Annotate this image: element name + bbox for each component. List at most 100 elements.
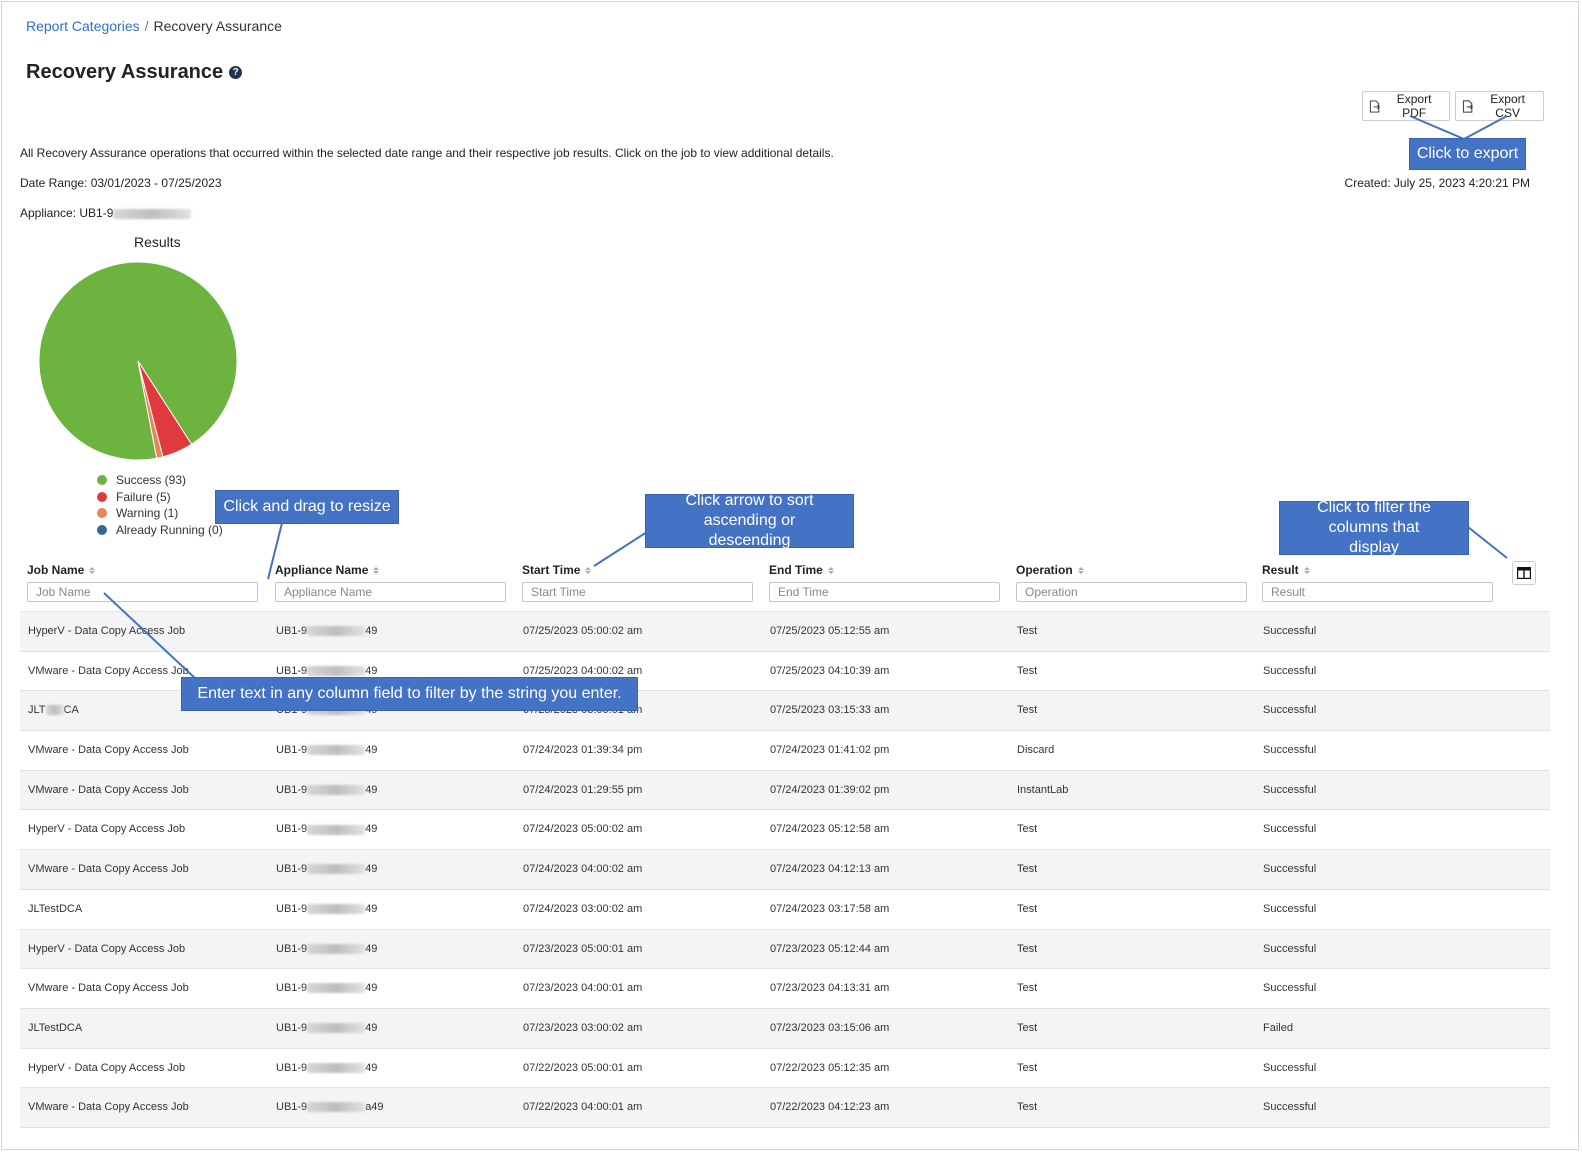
pie-slice-warning[interactable] xyxy=(137,360,164,459)
redacted-text xyxy=(45,705,64,716)
table-row[interactable]: VMware - Data Copy Access Job UB1-9 49 07/2… xyxy=(20,770,1550,811)
column-label[interactable]: Appliance Name xyxy=(275,562,506,578)
sort-icon[interactable] xyxy=(89,566,96,574)
cell-end-time: 07/23/2023 04:13:31 am xyxy=(770,982,890,995)
sort-icon[interactable] xyxy=(373,566,380,574)
file-export-icon xyxy=(1462,99,1473,113)
legend-item[interactable]: Warning (1) xyxy=(97,505,223,522)
cell-operation: Test xyxy=(1017,863,1038,876)
column-label[interactable]: End Time xyxy=(769,562,1000,578)
sort-icon[interactable] xyxy=(827,566,834,574)
redacted-text xyxy=(307,1102,366,1113)
cell-result: Successful xyxy=(1263,625,1317,637)
filter-input-operation[interactable] xyxy=(1016,582,1247,602)
sort-icon[interactable] xyxy=(1303,566,1310,574)
column-label-text: Appliance Name xyxy=(275,563,369,577)
breadcrumb-report-categories[interactable]: Report Categories xyxy=(26,18,140,34)
column-label-text: Job Name xyxy=(27,563,85,577)
breadcrumb-current: Recovery Assurance xyxy=(153,18,282,34)
cell-job-name: VMware - Data Copy Access Job xyxy=(28,863,189,876)
table-row[interactable]: HyperV - Data Copy Access Job UB1-9 49 07/2… xyxy=(20,612,1550,652)
column-label[interactable]: Operation xyxy=(1016,562,1247,578)
column-label-text: Operation xyxy=(1016,563,1073,577)
callout-resize: Click and drag to resize xyxy=(215,490,399,524)
cell-operation: Test xyxy=(1017,942,1038,955)
cell-operation: Discard xyxy=(1017,744,1055,757)
cell-result: Successful xyxy=(1263,704,1317,717)
sort-icon[interactable] xyxy=(1077,566,1084,574)
cell-appliance-name: UB1-9 a49 xyxy=(276,1101,384,1114)
export-pdf-button[interactable]: Export PDF xyxy=(1362,91,1450,121)
cell-start-time: 07/24/2023 04:00:02 am xyxy=(523,863,643,876)
export-pdf-label: Export PDF xyxy=(1396,92,1432,120)
callout-export: Click to export xyxy=(1409,138,1526,170)
export-csv-button[interactable]: Export CSV xyxy=(1455,91,1544,121)
cell-result: Successful xyxy=(1263,863,1317,876)
column-header-start-time: Start Time xyxy=(522,562,753,602)
cell-end-time: 07/24/2023 01:41:02 pm xyxy=(770,744,890,757)
column-label-text: Result xyxy=(1262,563,1299,577)
redacted-text xyxy=(307,864,366,875)
table-row[interactable]: VMware - Data Copy Access Job UB1-9 a49 07/… xyxy=(20,1088,1550,1128)
legend-item[interactable]: Already Running (0) xyxy=(97,522,223,539)
filter-input-end-time[interactable] xyxy=(769,582,1000,602)
column-header-operation: Operation xyxy=(1016,562,1247,602)
column-label[interactable]: Result xyxy=(1262,562,1493,578)
column-label[interactable]: Start Time xyxy=(522,562,753,578)
filter-input-job-name[interactable] xyxy=(27,582,258,602)
sort-icon[interactable] xyxy=(585,566,592,574)
cell-job-name: HyperV - Data Copy Access Job xyxy=(28,942,186,955)
legend-item[interactable]: Success (93) xyxy=(97,472,223,489)
column-toggle-button[interactable] xyxy=(1512,561,1536,585)
cell-start-time: 07/24/2023 01:39:34 pm xyxy=(523,744,643,757)
callout-sort: Click arrow to sort ascending or descend… xyxy=(645,492,854,549)
cell-end-time: 07/22/2023 05:12:35 am xyxy=(770,1061,890,1074)
redacted-text xyxy=(307,1022,366,1033)
cell-end-time: 07/24/2023 03:17:58 am xyxy=(770,902,890,915)
redacted-text xyxy=(307,745,366,756)
table-row[interactable]: HyperV - Data Copy Access Job UB1-9 49 07/2… xyxy=(20,810,1550,851)
cell-end-time: 07/23/2023 03:15:06 am xyxy=(770,1021,890,1034)
legend-dot xyxy=(97,524,107,535)
filter-input-start-time[interactable] xyxy=(522,582,753,602)
filter-input-result[interactable] xyxy=(1262,582,1493,602)
page-title-text: Recovery Assurance xyxy=(26,61,224,83)
column-label[interactable]: Job Name xyxy=(27,562,258,578)
cell-result: Successful xyxy=(1263,1061,1317,1074)
callout-columns: Click to filter the columns that display xyxy=(1279,499,1469,556)
legend-label: Already Running (0) xyxy=(116,522,223,537)
page-title: Recovery Assurance ? xyxy=(26,61,243,84)
table-row[interactable]: HyperV - Data Copy Access Job UB1-9 49 07/2… xyxy=(20,929,1550,970)
chart-title: Results xyxy=(134,234,181,250)
legend-dot xyxy=(97,475,107,486)
report-description: All Recovery Assurance operations that o… xyxy=(20,146,834,160)
redacted-text xyxy=(307,784,366,795)
cell-end-time: 07/24/2023 04:12:13 am xyxy=(770,863,890,876)
cell-operation: Test xyxy=(1017,1101,1038,1114)
table-row[interactable]: VMware - Data Copy Access Job UB1-9 49 07/2… xyxy=(20,969,1550,1009)
cell-job-name: VMware - Data Copy Access Job xyxy=(28,982,189,995)
help-icon[interactable]: ? xyxy=(229,66,243,79)
legend-label: Warning (1) xyxy=(116,506,179,521)
cell-operation: Test xyxy=(1017,664,1038,677)
filter-input-appliance-name[interactable] xyxy=(275,582,506,602)
table-row[interactable]: JLTestDCA UB1-9 49 07/23/2023 03:00:02 am 07… xyxy=(20,1008,1550,1049)
table-row[interactable]: JLTestDCA UB1-9 49 07/24/2023 03:00:02 am 07… xyxy=(20,889,1550,930)
legend-item[interactable]: Failure (5) xyxy=(97,489,223,506)
column-header-end-time: End Time xyxy=(769,562,1000,602)
table-row[interactable]: HyperV - Data Copy Access Job UB1-9 49 07/2… xyxy=(20,1048,1550,1089)
table-row[interactable]: VMware - Data Copy Access Job UB1-9 49 07/2… xyxy=(20,731,1550,771)
table-header: Job Name Appliance Name Start Time End Time… xyxy=(20,560,1550,613)
cell-job-name: HyperV - Data Copy Access Job xyxy=(28,1061,186,1074)
chart-legend: Success (93) Failure (5) Warning (1) Alread… xyxy=(97,472,223,538)
breadcrumb: Report Categories / Recovery Assurance xyxy=(26,18,282,34)
cell-start-time: 07/24/2023 05:00:02 am xyxy=(523,823,643,836)
redacted-text xyxy=(307,824,366,835)
table-row[interactable]: VMware - Data Copy Access Job UB1-9 49 07/2… xyxy=(20,850,1550,890)
help-icon-glyph: ? xyxy=(232,67,239,78)
column-header-job-name: Job Name xyxy=(27,562,258,602)
